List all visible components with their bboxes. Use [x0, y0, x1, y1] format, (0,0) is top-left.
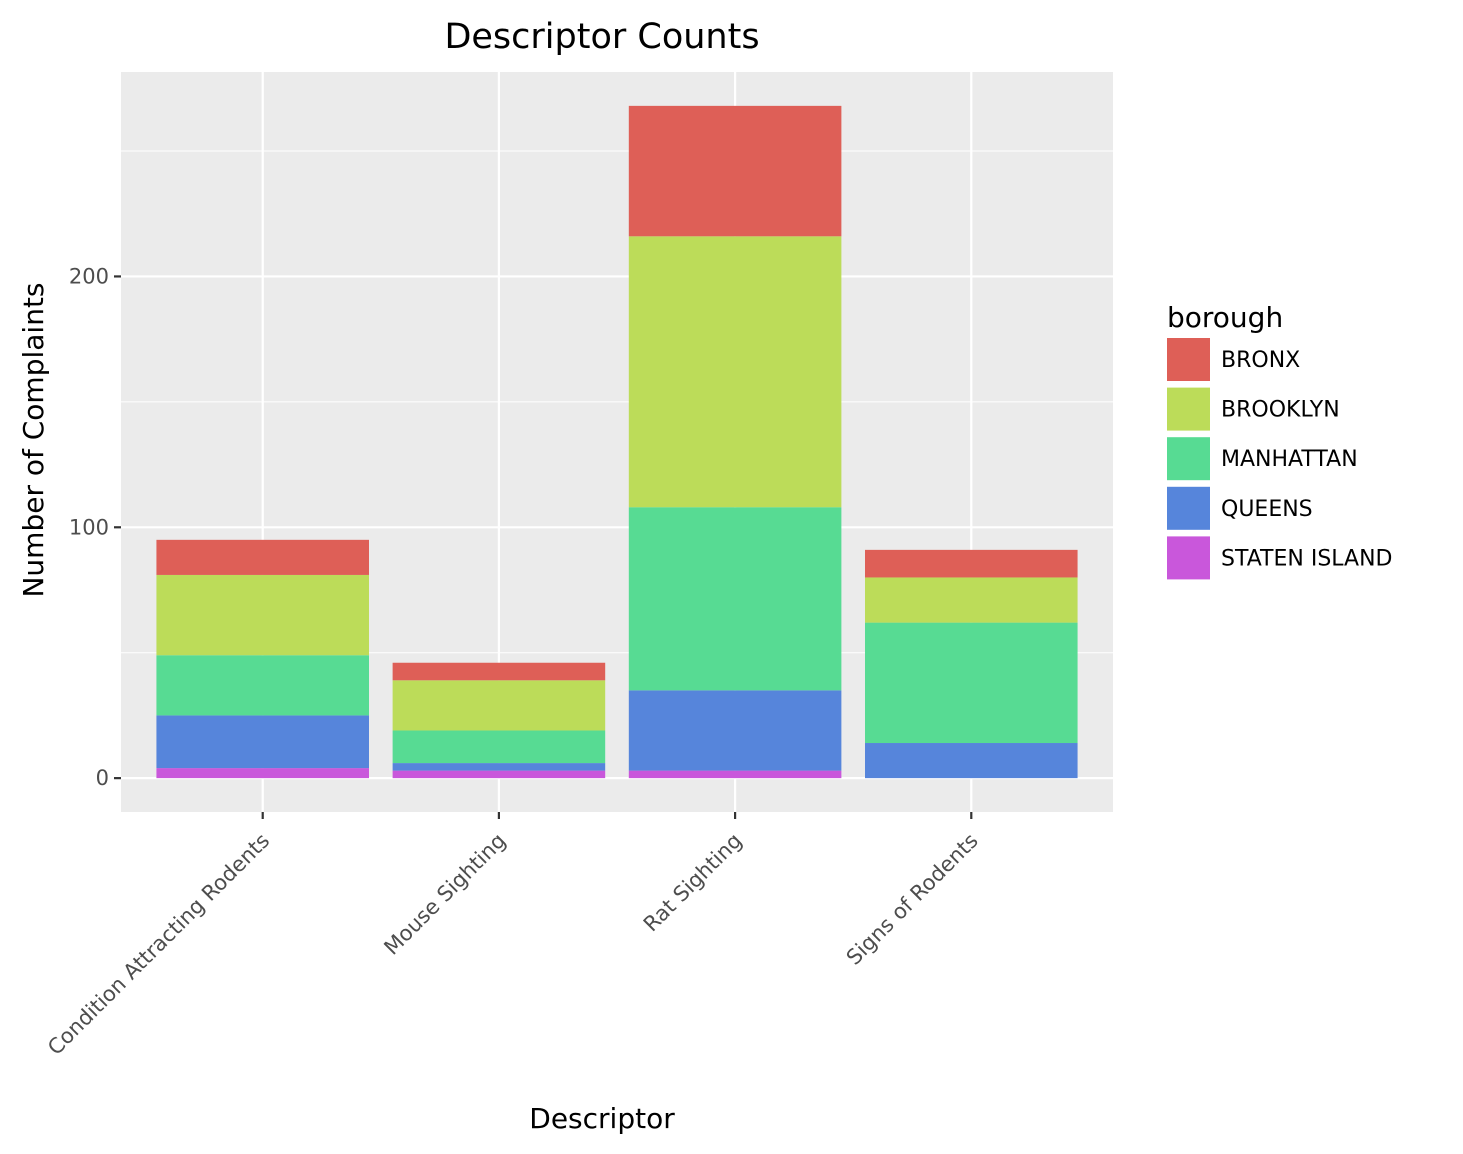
bar-segment-queens — [156, 715, 369, 769]
bar-segment-staten-island — [392, 770, 606, 779]
legend-title: borough — [1167, 301, 1283, 334]
y-tick-label: 0 — [96, 766, 109, 790]
bar-segment-brooklyn — [156, 574, 369, 656]
legend-swatch-brooklyn — [1167, 387, 1210, 431]
bar-segment-bronx — [156, 539, 369, 575]
bar-segment-bronx — [628, 105, 842, 237]
x-axis: Condition Attracting Rodents Mouse Sighti… — [43, 812, 983, 1060]
bar-segment-staten-island — [628, 770, 842, 779]
chart-title: Descriptor Counts — [444, 17, 759, 57]
x-tick-label: Condition Attracting Rodents — [43, 829, 274, 1060]
legend-label: STATEN ISLAND — [1221, 546, 1393, 571]
bar-segment-queens — [392, 763, 606, 771]
legend-label: QUEENS — [1221, 497, 1313, 522]
x-tick-label: Mouse Sighting — [379, 829, 510, 960]
legend-label: MANHATTAN — [1221, 447, 1358, 472]
legend-label: BRONX — [1221, 348, 1300, 373]
bar-segment-bronx — [392, 662, 606, 681]
legend-swatch-staten-island — [1167, 536, 1210, 580]
x-tick-label: Rat Sighting — [639, 829, 747, 937]
y-axis-title: Number of Complaints — [17, 282, 50, 597]
legend-swatch-manhattan — [1167, 437, 1210, 481]
bar-segment-staten-island — [156, 768, 369, 779]
bar-segment-manhattan — [156, 655, 369, 716]
bar-segment-manhattan — [628, 507, 842, 691]
bar-segment-manhattan — [865, 622, 1078, 744]
y-tick-label: 200 — [69, 264, 109, 288]
bar-segment-queens — [628, 690, 842, 771]
legend-swatch-bronx — [1167, 338, 1210, 381]
legend-swatch-queens — [1167, 486, 1210, 530]
bar-segment-queens — [865, 743, 1078, 779]
bar-segment-brooklyn — [392, 680, 606, 731]
legend: borough BRONX BROOKLYN MANHATTAN QUEENS STAT… — [1167, 301, 1393, 580]
y-axis: 0 100 200 — [69, 264, 121, 790]
bar-segment-manhattan — [392, 730, 606, 764]
bar-segment-brooklyn — [628, 236, 842, 508]
legend-label: BROOKLYN — [1221, 398, 1340, 423]
bar-segment-bronx — [865, 549, 1078, 578]
x-tick-label: Signs of Rodents — [842, 829, 983, 970]
bar-segment-brooklyn — [865, 577, 1078, 623]
bars — [156, 105, 1078, 779]
y-tick-label: 100 — [69, 515, 109, 539]
x-axis-title: Descriptor — [529, 1102, 675, 1135]
